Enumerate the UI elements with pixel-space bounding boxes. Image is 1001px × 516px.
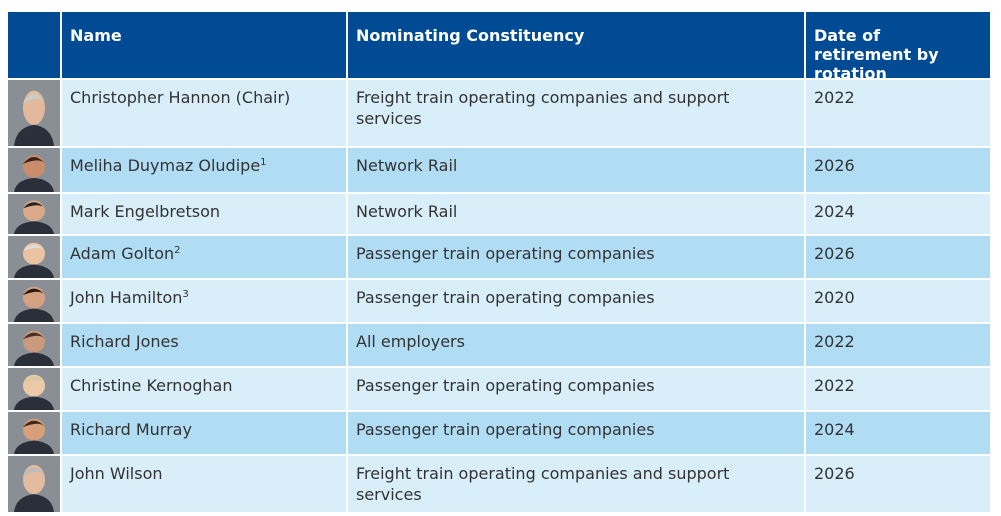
date-cell: 2022: [806, 368, 990, 410]
photo-cell: [8, 236, 60, 278]
photo-cell: [8, 368, 60, 410]
name-cell: John Wilson: [62, 456, 346, 512]
portrait: [8, 324, 60, 366]
name: Mark Engelbretson: [70, 202, 220, 221]
portrait: [8, 368, 60, 410]
table-row: John Hamilton3 Passenger train operating …: [8, 280, 990, 322]
constituency-cell: Network Rail: [348, 194, 804, 234]
name: Christopher Hannon (Chair): [70, 88, 291, 107]
table-row: Christopher Hannon (Chair) Freight train …: [8, 80, 990, 146]
date-cell: 2022: [806, 324, 990, 366]
portrait: [8, 148, 60, 192]
header-row: Name Nominating Constituency Date of ret…: [8, 12, 990, 83]
name-cell: Mark Engelbretson: [62, 194, 346, 234]
footnote-mark: 1: [260, 157, 267, 168]
date-cell: 2026: [806, 236, 990, 278]
footnote-mark: 3: [182, 289, 189, 300]
constituency-cell: Passenger train operating companies: [348, 280, 804, 322]
constituency-cell: Freight train operating companies and su…: [348, 456, 804, 512]
table-row: Richard Jones All employers 2022: [8, 324, 990, 366]
name-cell: Richard Murray: [62, 412, 346, 454]
constituency-cell: Freight train operating companies and su…: [348, 80, 804, 146]
portrait: [8, 236, 60, 278]
header-cell: [8, 12, 60, 78]
date-cell: 2020: [806, 280, 990, 322]
name: Christine Kernoghan: [70, 376, 233, 395]
constituency-cell: Passenger train operating companies: [348, 412, 804, 454]
portrait: [8, 456, 60, 512]
name: Adam Golton: [70, 244, 175, 263]
name: Richard Jones: [70, 332, 179, 351]
table-row: Richard Murray Passenger train operating …: [8, 412, 990, 454]
portrait: [8, 194, 60, 234]
constituency-cell: All employers: [348, 324, 804, 366]
constituency-cell: Passenger train operating companies: [348, 368, 804, 410]
board-table: Name Nominating Constituency Date of ret…: [8, 12, 990, 514]
header-cell: Nominating Constituency: [348, 12, 804, 78]
constituency-cell: Passenger train operating companies: [348, 236, 804, 278]
portrait: [8, 280, 60, 322]
portrait: [8, 80, 60, 146]
photo-cell: [8, 412, 60, 454]
photo-cell: [8, 148, 60, 192]
name: Meliha Duymaz Oludipe: [70, 156, 261, 175]
name: Richard Murray: [70, 420, 192, 439]
constituency-cell: Network Rail: [348, 148, 804, 192]
photo-cell: [8, 456, 60, 512]
date-cell: 2024: [806, 412, 990, 454]
photo-cell: [8, 324, 60, 366]
name-cell: John Hamilton3: [62, 280, 346, 322]
photo-cell: [8, 194, 60, 234]
name-cell: Adam Golton2: [62, 236, 346, 278]
portrait: [8, 412, 60, 454]
name: John Wilson: [70, 464, 163, 483]
header-cell: Date of retirement by rotation: [806, 12, 990, 83]
table-row: Christine Kernoghan Passenger train opera…: [8, 368, 990, 410]
name-cell: Richard Jones: [62, 324, 346, 366]
date-cell: 2026: [806, 456, 990, 512]
date-cell: 2022: [806, 80, 990, 146]
name-cell: Christine Kernoghan: [62, 368, 346, 410]
table-row: John Wilson Freight train operating compa…: [8, 456, 990, 512]
name-cell: Christopher Hannon (Chair): [62, 80, 346, 146]
photo-cell: [8, 80, 60, 146]
table-row: Meliha Duymaz Oludipe1 Network Rail 2026: [8, 148, 990, 192]
table-row: Mark Engelbretson Network Rail 2024: [8, 194, 990, 234]
photo-cell: [8, 280, 60, 322]
header-cell: Name: [62, 12, 346, 78]
name: John Hamilton: [70, 288, 183, 307]
date-cell: 2026: [806, 148, 990, 192]
table-row: Adam Golton2 Passenger train operating co…: [8, 236, 990, 278]
name-cell: Meliha Duymaz Oludipe1: [62, 148, 346, 192]
date-cell: 2024: [806, 194, 990, 234]
footnote-mark: 2: [174, 245, 181, 256]
